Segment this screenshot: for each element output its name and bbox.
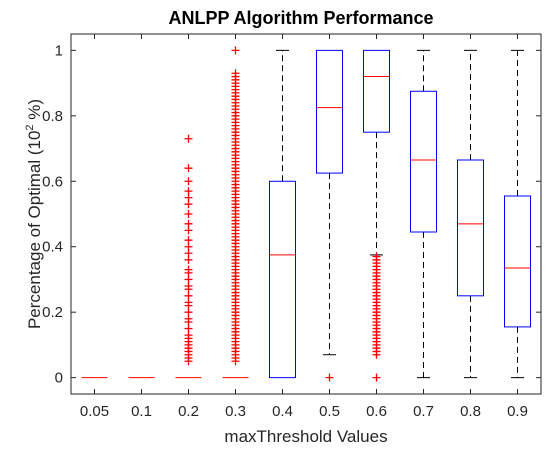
box-group-0.7 xyxy=(410,49,437,379)
y-tick-label: 0.2 xyxy=(42,304,63,321)
box-group-0.5 xyxy=(316,49,343,382)
y-axis: 0 0.2 0.4 0.6 0.8 1 xyxy=(42,42,541,387)
box xyxy=(269,180,296,379)
x-tick-label: 0.5 xyxy=(319,403,340,420)
y-tick-label: 1 xyxy=(55,42,63,59)
x-tick-label: 0.4 xyxy=(272,403,293,420)
x-tick-label: 0.3 xyxy=(225,403,246,420)
plot-area xyxy=(70,33,542,395)
outlier-marker xyxy=(184,219,193,228)
y-axis-label-superscript: 2 xyxy=(24,124,36,130)
x-tick-label: 0.9 xyxy=(507,403,528,420)
chart-title: ANLPP Algorithm Performance xyxy=(168,8,433,28)
outlier-marker xyxy=(325,373,334,382)
box-series xyxy=(81,46,531,382)
y-axis-label: Percentage of Optimal (102 %) xyxy=(24,99,44,329)
outlier-marker xyxy=(372,373,381,382)
y-axis-label-main: Percentage of Optimal (10 xyxy=(25,131,44,329)
box xyxy=(457,159,484,297)
outlier-marker xyxy=(184,236,193,245)
outlier-marker xyxy=(231,46,240,55)
y-tick-label: 0.4 xyxy=(42,239,63,256)
x-tick-label: 0.7 xyxy=(413,403,434,420)
outlier-marker xyxy=(184,164,193,173)
outlier-marker xyxy=(184,134,193,143)
outlier-marker xyxy=(184,187,193,196)
box-group-0.8 xyxy=(457,49,484,379)
x-tick-label: 0.1 xyxy=(131,403,152,420)
box-group-0.6 xyxy=(363,49,390,382)
box-group-0.4 xyxy=(269,49,296,379)
box-group-0.3 xyxy=(222,46,249,379)
box-group-0.2 xyxy=(175,134,202,379)
y-tick-label: 0.8 xyxy=(42,108,63,125)
outlier-marker xyxy=(184,265,193,274)
plot-frame xyxy=(70,33,542,395)
y-tick-label: 0.6 xyxy=(42,173,63,190)
x-axis: 0.05 0.1 0.2 0.3 0.4 0.5 0.6 0.7 0.8 0.9 xyxy=(80,34,528,420)
x-tick-label: 0.6 xyxy=(366,403,387,420)
x-tick-label: 0.05 xyxy=(80,403,109,420)
outlier-marker xyxy=(231,69,240,78)
outlier-marker xyxy=(184,210,193,218)
outlier-marker xyxy=(372,252,381,261)
box xyxy=(316,49,343,174)
box-group-0.9 xyxy=(504,49,531,379)
box xyxy=(410,90,437,233)
box xyxy=(504,195,531,328)
x-tick-label: 0.2 xyxy=(178,403,199,420)
outlier-marker xyxy=(184,177,193,186)
y-axis-label-tail: %) xyxy=(25,99,44,125)
x-axis-label: maxThreshold Values xyxy=(224,427,387,446)
x-tick-label: 0.8 xyxy=(460,403,481,420)
y-tick-label: 0 xyxy=(55,370,63,387)
box xyxy=(363,49,390,133)
